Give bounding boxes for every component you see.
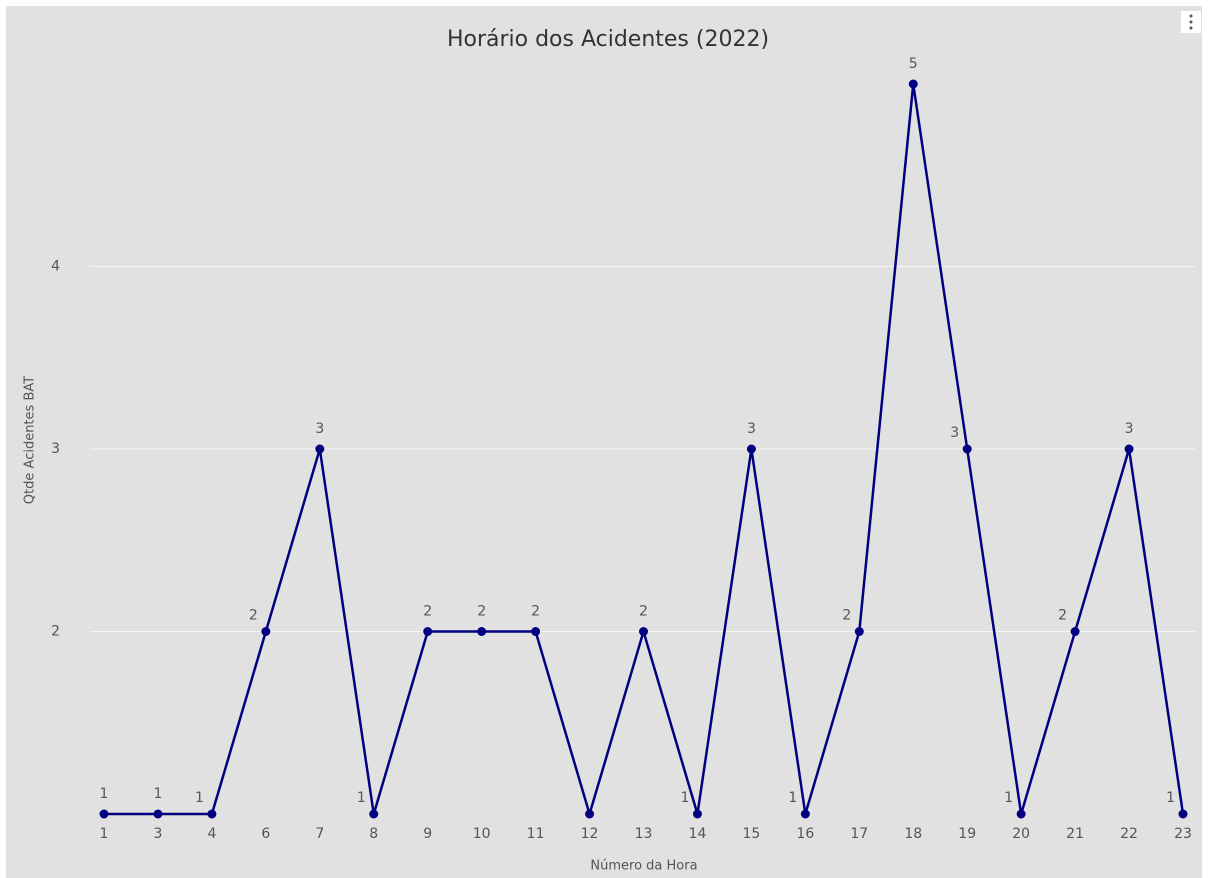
point	[639, 627, 648, 636]
data-label: 1	[788, 790, 797, 806]
point	[854, 627, 864, 636]
point	[692, 809, 702, 819]
x-tick-label: 17	[850, 826, 868, 842]
point	[746, 444, 756, 454]
menu-dot	[1189, 26, 1193, 30]
point	[477, 627, 487, 636]
x-tick-label: 3	[153, 826, 162, 842]
data-label: 1	[1004, 790, 1013, 806]
x-tick-label: 11	[527, 826, 545, 842]
data-label: 2	[639, 604, 648, 620]
y-tick-label: 2	[51, 624, 60, 640]
data-label: 1	[195, 790, 204, 806]
x-tick-label: 20	[1012, 826, 1030, 842]
x-tick-label: 23	[1174, 826, 1192, 842]
point	[153, 809, 163, 819]
point	[1070, 627, 1080, 636]
x-tick-label: 4	[207, 826, 216, 842]
x-tick-label: 21	[1066, 826, 1084, 842]
x-tick-label: 22	[1120, 826, 1138, 842]
data-label: 1	[100, 786, 109, 802]
data-label: 3	[747, 421, 756, 437]
x-tick-label: 19	[958, 826, 976, 842]
x-tick-label: 10	[473, 826, 491, 842]
point	[369, 809, 379, 819]
point	[800, 809, 810, 819]
point	[423, 627, 433, 636]
x-tick-label: 9	[423, 826, 432, 842]
data-label: 2	[531, 604, 540, 620]
point	[207, 809, 217, 819]
data-label: 3	[315, 421, 324, 437]
x-axis-label: Número da Hora	[590, 859, 697, 874]
data-label: 1	[1166, 790, 1175, 806]
data-label: 5	[909, 56, 918, 72]
point	[1124, 444, 1134, 454]
point	[1016, 809, 1026, 819]
chart-title: Horário dos Acidentes (2022)	[447, 27, 769, 52]
y-tick-label: 4	[51, 259, 60, 275]
x-tick-label: 12	[581, 826, 599, 842]
point	[315, 444, 325, 454]
menu-dot	[1189, 14, 1193, 18]
point	[585, 809, 595, 819]
data-label: 2	[249, 608, 258, 624]
point	[99, 809, 109, 819]
menu-dot	[1189, 20, 1193, 24]
point	[531, 627, 541, 636]
x-tick-label: 15	[742, 826, 760, 842]
data-label: 1	[357, 790, 366, 806]
data-label: 1	[681, 790, 690, 806]
x-tick-label: 1	[100, 826, 109, 842]
data-label: 3	[1125, 421, 1134, 437]
point	[1178, 809, 1188, 819]
data-label: 1	[153, 786, 162, 802]
x-tick-label: 6	[261, 826, 270, 842]
y-tick-label: 3	[51, 441, 60, 457]
data-label: 2	[423, 604, 432, 620]
data-label: 3	[950, 425, 959, 441]
x-tick-label: 7	[315, 826, 324, 842]
data-label: 2	[1058, 608, 1067, 624]
data-label: 2	[477, 604, 486, 620]
x-tick-label: 18	[904, 826, 922, 842]
x-tick-label: 13	[635, 826, 653, 842]
point	[908, 79, 918, 89]
x-tick-label: 8	[369, 826, 378, 842]
point	[962, 444, 972, 454]
chart-background	[6, 6, 1202, 878]
y-axis-label: Qtde Acidentes BAT	[23, 376, 38, 504]
x-tick-label: 14	[689, 826, 707, 842]
point	[261, 627, 271, 636]
menu-button[interactable]	[1181, 11, 1201, 33]
x-tick-label: 16	[796, 826, 814, 842]
data-label: 2	[842, 608, 851, 624]
